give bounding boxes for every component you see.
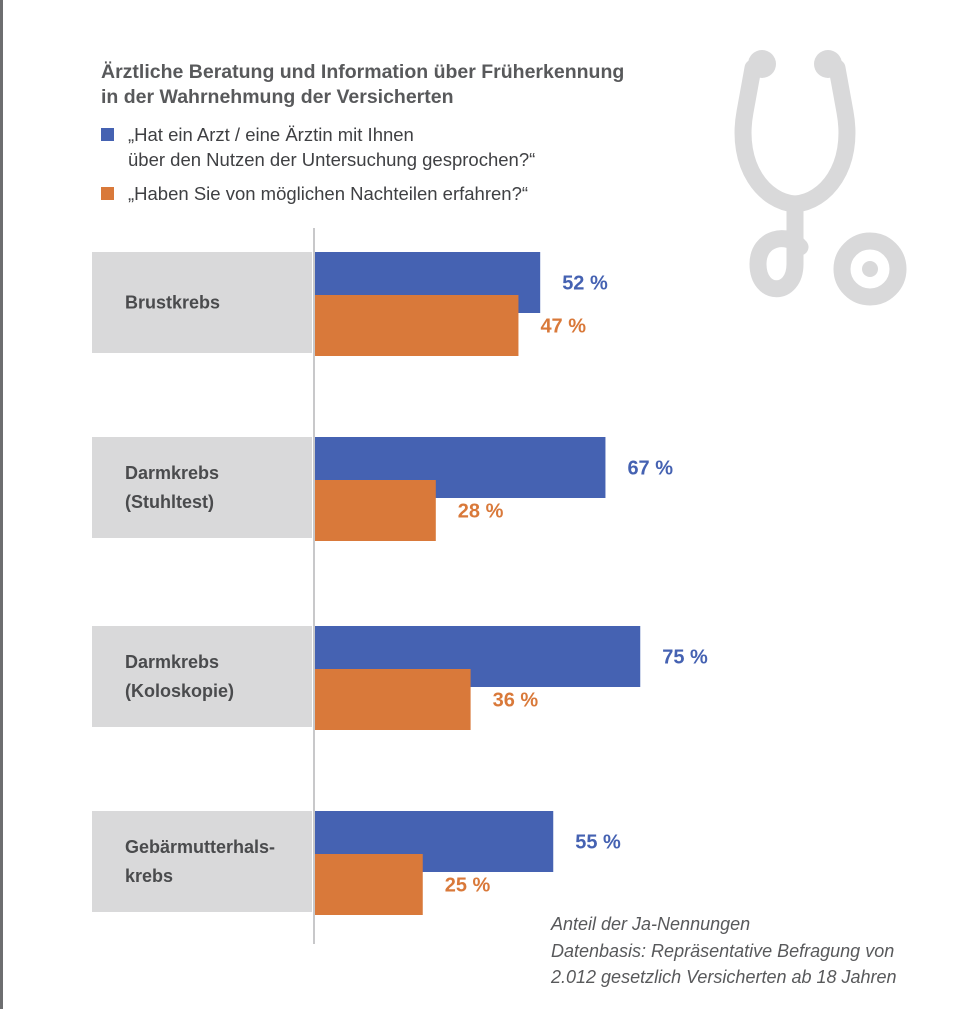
data-label-series-2: 36 % xyxy=(493,690,539,712)
chart-title: Ärztliche Beratung und Information über … xyxy=(101,60,701,110)
category-box xyxy=(92,437,312,538)
data-label-series-1: 75 % xyxy=(662,647,708,669)
category-box xyxy=(92,811,312,912)
legend-swatch-series-1 xyxy=(101,128,114,141)
category-label: Darmkrebs xyxy=(125,652,219,672)
footnote-line-2: Datenbasis: Repräsentative Befragung von xyxy=(551,940,895,961)
footnote-line-1: Anteil der Ja-Nennungen xyxy=(551,914,751,934)
data-label-series-1: 55 % xyxy=(575,832,621,854)
chart-title-line-2: in der Wahrnehmung der Versicherten xyxy=(101,86,454,108)
legend-label-series-1-line-1: „Hat ein Arzt / eine Ärztin mit Ihnen xyxy=(128,124,414,145)
data-label-series-2: 47 % xyxy=(540,316,586,338)
data-label-series-1: 52 % xyxy=(562,273,608,295)
category-label: krebs xyxy=(125,866,173,886)
category-label: Gebärmutterhals- xyxy=(125,837,275,857)
category-box xyxy=(92,252,312,353)
legend-label-series-1-line-2: über den Nutzen der Untersuchung gesproc… xyxy=(128,149,536,170)
category-label: (Stuhltest) xyxy=(125,492,214,512)
data-label-series-1: 67 % xyxy=(627,458,673,480)
legend-label-series-2-line-1: „Haben Sie von möglichen Nachteilen erfa… xyxy=(128,183,529,204)
category-box xyxy=(92,626,312,727)
left-border-rule xyxy=(0,0,3,1009)
bar-series-2 xyxy=(314,295,519,356)
bar-series-2 xyxy=(314,669,471,730)
category-label: (Koloskopie) xyxy=(125,681,234,701)
legend-swatch-series-2 xyxy=(101,187,114,200)
footnote-line-3: 2.012 gesetzlich Versicherten ab 18 Jahr… xyxy=(551,967,897,987)
chart-title-line-1: Ärztliche Beratung und Information über … xyxy=(101,61,625,83)
data-label-series-2: 25 % xyxy=(445,875,491,897)
bar-series-2 xyxy=(314,854,423,915)
category-label: Brustkrebs xyxy=(125,293,220,313)
bar-series-2 xyxy=(314,480,436,541)
stethoscope-icon xyxy=(734,50,907,306)
category-label: Darmkrebs xyxy=(125,463,219,483)
data-label-series-2: 28 % xyxy=(458,501,504,523)
footnote: Anteil der Ja-Nennungen Datenbasis: Repr… xyxy=(551,911,951,991)
